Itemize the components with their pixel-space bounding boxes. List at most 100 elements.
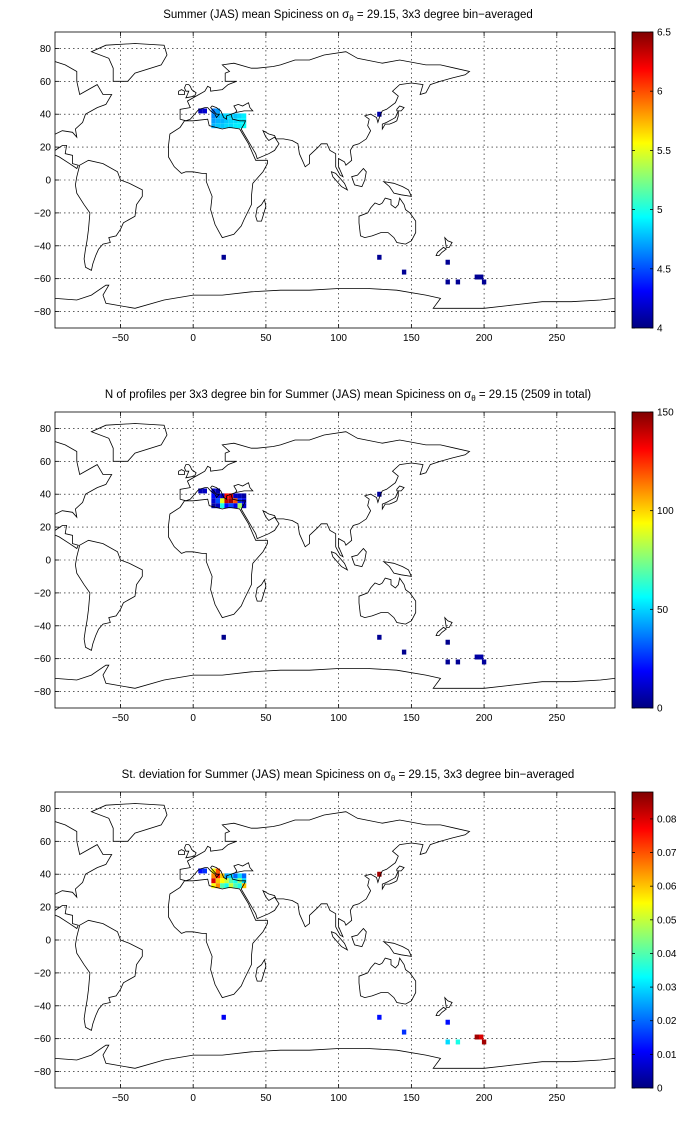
y-tick-label: 60: [40, 457, 52, 468]
data-cell: [220, 883, 225, 889]
new-guinea-coast: [382, 180, 413, 197]
data-cell: [211, 873, 216, 879]
data-cell: [220, 498, 225, 504]
colorbar-tick-label: 0.03: [657, 983, 677, 994]
data-cell: [211, 498, 216, 504]
data-cell: [228, 878, 234, 884]
y-tick-label: 60: [40, 837, 52, 848]
data-cell: [228, 873, 234, 879]
data-cell: [241, 493, 247, 499]
y-tick-label: 80: [40, 804, 52, 815]
australia-coast: [358, 197, 417, 245]
australia-coast: [358, 577, 417, 625]
madagascar-coast: [255, 198, 267, 222]
uk-coast: [184, 84, 197, 99]
data-cell: [401, 1029, 407, 1035]
data-cell: [221, 1014, 226, 1020]
eurasia-coast: [179, 431, 471, 558]
data-cell: [220, 503, 225, 509]
nz-south-coast: [435, 246, 448, 256]
sumatra-coast: [330, 931, 349, 951]
colorbar-tick-label: 0.07: [657, 848, 677, 859]
greenland-coast: [90, 43, 168, 82]
y-tick-label: −20: [34, 968, 51, 979]
x-tick-label: −50: [112, 1093, 129, 1104]
data-cell: [445, 259, 450, 265]
colorbar-tick-label: 4.5: [657, 264, 671, 275]
data-cell: [237, 883, 242, 889]
data-cell: [220, 118, 225, 124]
data-cell: [202, 868, 207, 874]
title-subscript: θ: [471, 394, 476, 403]
data-cell: [474, 274, 479, 280]
sumatra-coast: [330, 171, 349, 191]
south-america-coast: [74, 919, 143, 1032]
colorbar-tick-label: 0: [657, 1084, 663, 1095]
data-cell: [224, 878, 229, 884]
y-tick-label: −40: [34, 1001, 51, 1012]
data-cell: [481, 659, 487, 665]
data-cell: [198, 488, 203, 494]
nz-north-coast: [444, 996, 453, 1008]
data-cell: [481, 1039, 487, 1045]
madagascar-coast: [255, 578, 267, 602]
data-cell: [228, 503, 234, 509]
x-tick-label: 0: [190, 333, 196, 344]
data-cell: [220, 878, 225, 884]
data-cell: [241, 873, 247, 879]
data-cell: [241, 503, 247, 509]
data-cell: [211, 878, 216, 884]
y-tick-label: 20: [40, 523, 52, 534]
hokkaido-coast: [396, 485, 405, 492]
data-cell: [220, 493, 225, 499]
data-cell: [237, 113, 242, 119]
data-cell: [241, 113, 247, 119]
data-cell: [401, 649, 407, 655]
x-tick-label: 0: [190, 1093, 196, 1104]
australia-coast: [358, 957, 417, 1005]
greenland-coast: [90, 803, 168, 842]
africa-coast: [168, 118, 268, 239]
y-tick-label: 40: [40, 110, 52, 121]
data-cell: [211, 123, 216, 129]
data-cell: [228, 498, 234, 504]
ireland-coast: [178, 89, 185, 95]
data-cell: [228, 493, 234, 499]
map-chart: N of profiles per 3x3 degree bin for Sum…: [34, 389, 674, 724]
greenland-coast: [90, 423, 168, 462]
title-text-tail: = 29.15, 3x3 degree bin−averaged: [354, 9, 533, 21]
eurasia-coast: [179, 51, 471, 178]
y-tick-label: 40: [40, 490, 52, 501]
x-tick-label: 0: [190, 713, 196, 724]
data-cell: [211, 113, 216, 119]
data-cell: [228, 883, 234, 889]
borneo-coast: [351, 927, 367, 948]
data-cell: [377, 1014, 382, 1020]
data-cell: [215, 488, 221, 494]
data-cell: [233, 118, 238, 124]
data-cell: [479, 1034, 484, 1040]
north-america-coast: [55, 441, 113, 550]
north-america-coast: [55, 821, 113, 930]
antarctica-coast: [55, 284, 615, 309]
x-tick-label: 200: [476, 333, 493, 344]
x-tick-label: 150: [403, 713, 420, 724]
data-cell: [211, 883, 216, 889]
data-cell: [224, 503, 229, 509]
colorbar-tick-label: 0.01: [657, 1050, 677, 1061]
title-text: St. deviation for Summer (JAS) mean Spic…: [122, 769, 391, 781]
data-cell: [479, 654, 484, 660]
data-cell: [220, 113, 225, 119]
data-cell: [233, 873, 238, 879]
data-cell: [202, 108, 207, 114]
ireland-coast: [178, 849, 185, 855]
data-cell: [377, 871, 382, 877]
hokkaido-coast: [396, 105, 405, 112]
colorbar-tick-label: 50: [657, 605, 669, 616]
colorbar-tick-label: 0.04: [657, 949, 677, 960]
x-tick-label: 100: [330, 713, 347, 724]
data-cell: [198, 868, 203, 874]
africa-coast: [168, 878, 268, 999]
map-chart: St. deviation for Summer (JAS) mean Spic…: [34, 769, 677, 1104]
data-cell: [237, 873, 242, 879]
